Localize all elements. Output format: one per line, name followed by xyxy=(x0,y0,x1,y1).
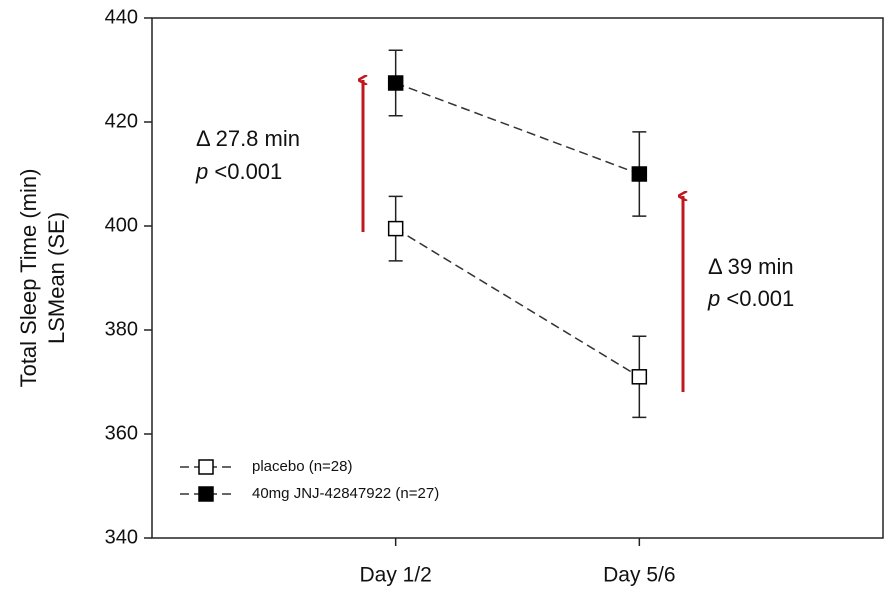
annotation-delta: Δ 39 min xyxy=(708,254,794,279)
annotation-delta: Δ 27.8 min xyxy=(196,126,300,151)
annotation-p: p <0.001 xyxy=(195,159,282,184)
legend-marker xyxy=(198,486,214,502)
plot-frame xyxy=(151,17,884,539)
p-value: <0.001 xyxy=(726,286,794,311)
p-label: p xyxy=(195,159,208,184)
x-tick-label: Day 5/6 xyxy=(603,564,675,587)
marker xyxy=(387,75,404,91)
p-label: p xyxy=(707,286,720,311)
y-label-line: Total Sleep Time (min) xyxy=(16,169,41,388)
legend-marker xyxy=(198,459,214,475)
y-tick-label: 380 xyxy=(105,318,138,340)
marker xyxy=(387,220,404,237)
legend-label: placebo (n=28) xyxy=(252,458,353,475)
annotation-p: p <0.001 xyxy=(707,286,794,311)
legend-label: 40mg JNJ-42847922 (n=27) xyxy=(252,485,439,502)
series-line xyxy=(395,227,640,378)
y-tick-label: 400 xyxy=(105,214,138,236)
y-axis-title: Total Sleep Time (min) LSMean (SE) xyxy=(16,169,69,388)
marker xyxy=(631,369,648,385)
y-tick-label: 420 xyxy=(105,110,138,132)
y-tick-label: 340 xyxy=(105,526,138,548)
series-line xyxy=(395,82,640,175)
x-tick-label: Day 1/2 xyxy=(359,564,431,587)
marker xyxy=(631,166,648,182)
p-value: <0.001 xyxy=(214,159,282,184)
y-tick-label: 360 xyxy=(105,422,138,444)
y-label-line: LSMean (SE) xyxy=(44,212,69,344)
y-tick-label: 440 xyxy=(105,6,138,28)
